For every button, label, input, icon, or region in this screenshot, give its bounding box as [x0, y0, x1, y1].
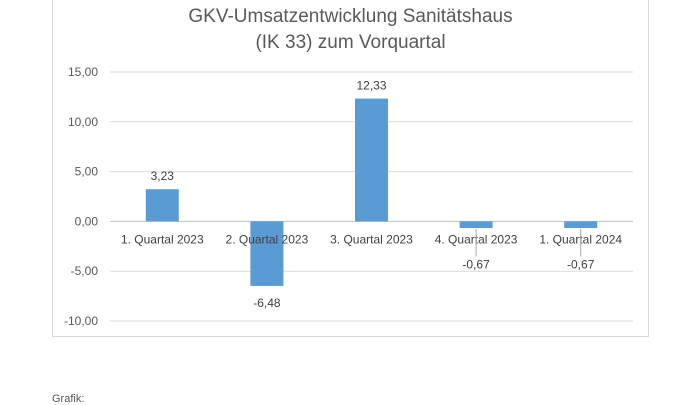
- y-tick-label: 15,00: [68, 65, 98, 79]
- bar: [564, 221, 598, 229]
- data-label: -6,48: [253, 296, 281, 310]
- chart-title: GKV-Umsatzentwicklung Sanitätshaus (IK 3…: [52, 4, 649, 56]
- y-tick-label: -5,00: [71, 264, 99, 278]
- footer-caption: Grafik:: [52, 393, 85, 405]
- y-tick-label: -10,00: [64, 314, 98, 328]
- chart-title-line-2: (IK 33) zum Vorquartal: [255, 32, 446, 53]
- data-label: -0,67: [567, 257, 595, 271]
- bar: [355, 98, 388, 222]
- bar: [459, 221, 493, 229]
- data-label: -0,67: [462, 257, 490, 271]
- y-tick-label: 5,00: [75, 165, 99, 179]
- data-label: 3,23: [151, 169, 175, 183]
- bar: [145, 189, 179, 222]
- bar: [250, 221, 284, 286]
- x-tick-label: 2. Quartal 2023: [226, 232, 309, 246]
- y-tick-label: 0,00: [75, 214, 99, 228]
- x-tick-label: 1. Quartal 2023: [121, 232, 204, 246]
- x-tick-label: 3. Quartal 2023: [330, 232, 413, 246]
- data-label: 12,33: [356, 79, 386, 93]
- chart-title-line-1: GKV-Umsatzentwicklung Sanitätshaus: [188, 6, 513, 27]
- y-tick-label: 10,00: [68, 115, 98, 129]
- chart-area: [52, 0, 649, 337]
